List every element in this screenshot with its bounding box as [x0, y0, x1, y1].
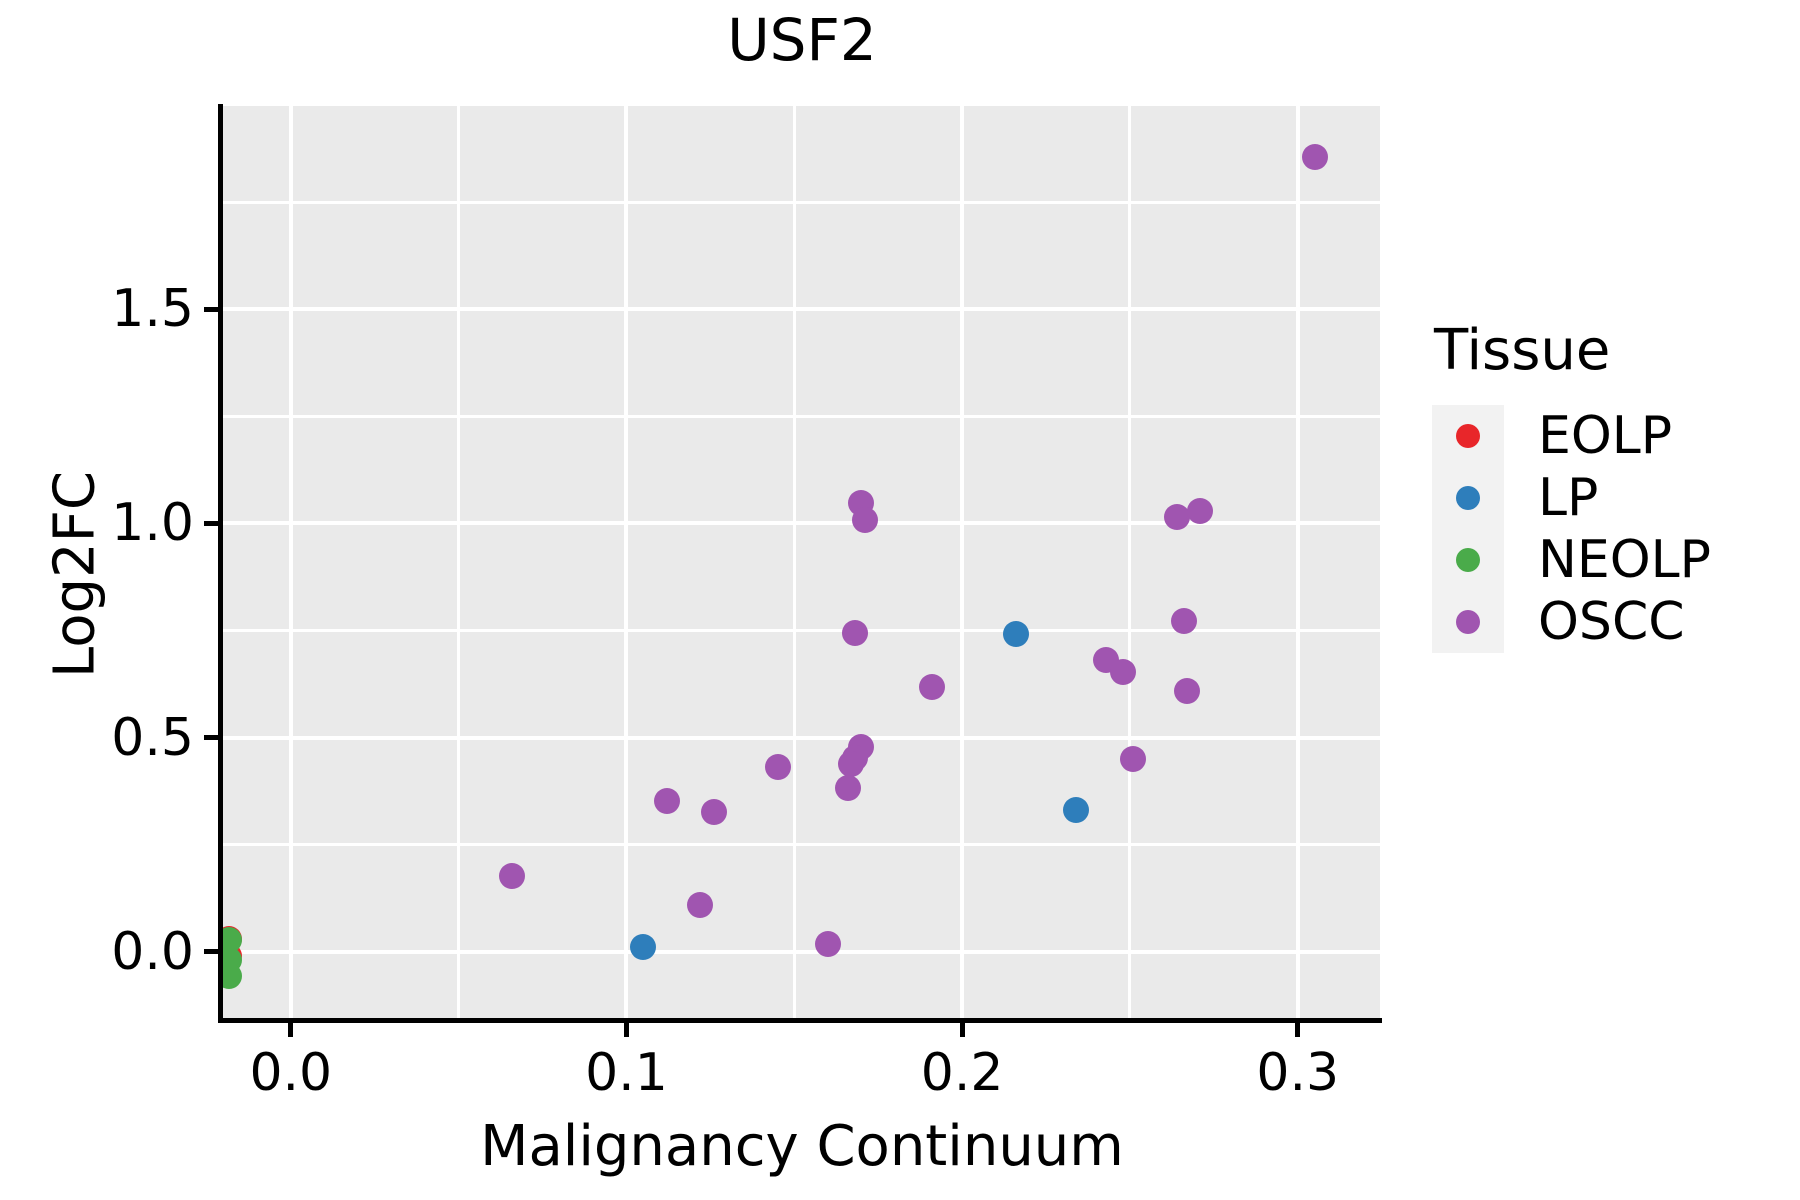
data-point-oscc	[1120, 745, 1147, 772]
legend-dot-icon	[1456, 610, 1480, 634]
y-tick-label: 0.0	[111, 921, 194, 982]
y-tick-mark	[204, 949, 220, 955]
y-tick-mark	[204, 306, 220, 312]
gridline-horizontal	[222, 200, 1380, 204]
y-axis-label: Log2FC	[42, 471, 108, 678]
legend-item-label: EOLP	[1538, 406, 1673, 466]
data-point-oscc	[1163, 504, 1190, 531]
data-point-lp	[630, 934, 657, 961]
data-point-oscc	[834, 775, 861, 802]
gridline-horizontal	[222, 521, 1380, 526]
gridline-vertical	[288, 106, 293, 1018]
x-tick-mark	[288, 1021, 294, 1037]
gridline-horizontal	[222, 843, 1380, 847]
page-title: USF2	[727, 6, 877, 74]
x-axis-label: Malignancy Continuum	[480, 1114, 1124, 1179]
y-tick-label: 1.5	[111, 279, 194, 340]
legend-marker-cell	[1432, 548, 1504, 572]
y-tick-label: 1.0	[111, 493, 194, 554]
legend-title: Tissue	[1434, 318, 1611, 383]
gridline-horizontal	[222, 414, 1380, 418]
y-tick-label: 0.5	[111, 707, 194, 768]
data-point-oscc	[841, 619, 868, 646]
y-axis-spine	[218, 104, 223, 1022]
x-tick-mark	[623, 1021, 629, 1037]
x-tick-label: 0.2	[920, 1043, 1004, 1103]
data-point-oscc	[764, 753, 791, 780]
gridline-vertical	[1295, 106, 1300, 1018]
legend-item-label: LP	[1538, 468, 1599, 528]
gridline-horizontal	[222, 949, 1380, 954]
legend-entries: EOLP LP NEOLP OSCC	[1432, 405, 1782, 653]
x-tick-label: 0.1	[585, 1043, 668, 1103]
x-tick-mark	[959, 1021, 965, 1037]
legend-item-label: NEOLP	[1538, 530, 1712, 590]
data-point-lp	[1002, 620, 1029, 647]
data-point-lp	[1063, 797, 1090, 824]
legend-marker-cell	[1432, 486, 1504, 510]
data-point-oscc	[700, 799, 727, 826]
legend-marker-cell	[1432, 424, 1504, 448]
legend-item-label: OSCC	[1538, 592, 1685, 652]
data-point-oscc	[499, 863, 526, 890]
data-point-oscc	[1174, 678, 1200, 705]
legend-item-oscc[interactable]: OSCC	[1432, 591, 1782, 653]
data-point-oscc	[687, 891, 714, 918]
plot-panel	[222, 106, 1380, 1018]
legend-dot-icon	[1456, 548, 1480, 572]
legend-marker-cell	[1432, 610, 1504, 634]
data-point-neolp	[222, 963, 242, 990]
data-point-oscc	[653, 787, 680, 814]
gridline-vertical	[792, 106, 796, 1018]
gridline-horizontal	[222, 307, 1380, 312]
gridline-vertical	[960, 106, 965, 1018]
legend-item-lp[interactable]: LP	[1432, 467, 1782, 529]
data-point-oscc	[1170, 608, 1197, 635]
data-point-oscc	[851, 507, 878, 534]
legend-dot-icon	[1456, 424, 1480, 448]
gridline-vertical	[1128, 106, 1132, 1018]
data-point-oscc	[814, 930, 841, 957]
x-tick-label: 0.0	[249, 1043, 333, 1103]
legend-dot-icon	[1456, 486, 1480, 510]
x-tick-label: 0.3	[1256, 1043, 1340, 1103]
data-point-oscc	[838, 751, 865, 778]
gridline-horizontal	[222, 735, 1380, 740]
gridline-vertical	[457, 106, 461, 1018]
legend-item-neolp[interactable]: NEOLP	[1432, 529, 1782, 591]
data-point-neolp	[222, 926, 242, 953]
data-point-oscc	[918, 674, 945, 701]
data-point-oscc	[1301, 144, 1328, 171]
data-point-oscc	[1110, 659, 1137, 686]
y-tick-mark	[204, 520, 220, 526]
data-point-oscc	[1187, 497, 1214, 524]
gridline-vertical	[624, 106, 629, 1018]
gridline-horizontal	[222, 629, 1380, 632]
y-tick-mark	[204, 735, 220, 741]
x-tick-mark	[1295, 1021, 1301, 1037]
legend: Tissue EOLP LP NEOLP OSCC	[1432, 318, 1782, 653]
x-axis-spine	[218, 1018, 1382, 1023]
legend-item-eolp[interactable]: EOLP	[1432, 405, 1782, 467]
